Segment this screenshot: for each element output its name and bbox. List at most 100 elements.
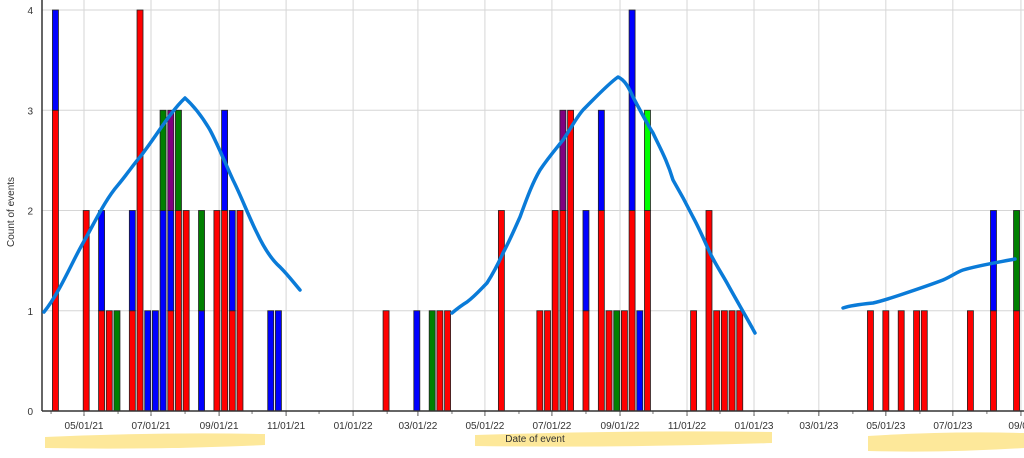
trend-line bbox=[42, 96, 302, 314]
bar-segment-blue bbox=[267, 310, 275, 412]
bar-segment-blue bbox=[159, 210, 167, 412]
bar-2022-07-11 bbox=[559, 109, 567, 412]
bar-2022-08-29 bbox=[613, 310, 621, 412]
bar-segment-red bbox=[736, 310, 744, 412]
bar-segment-green bbox=[113, 310, 121, 412]
bar-2022-11-21 bbox=[705, 210, 713, 412]
bar-segment-red bbox=[544, 310, 551, 412]
bar-2021-07-05 bbox=[151, 310, 159, 412]
axes: 0 1 2 3 4 05/01/21 07/01/21 09/01/21 11/01/21 01/… bbox=[27, 0, 1024, 432]
bar-2021-10-25 bbox=[275, 310, 282, 412]
bar-2022-09-12 bbox=[628, 9, 636, 412]
bar-2022-08-01 bbox=[582, 210, 590, 412]
bar-2023-04-17 bbox=[867, 310, 874, 412]
bar-segment-blue bbox=[636, 310, 644, 412]
bar-segment-red bbox=[720, 310, 728, 412]
bar-2023-06-05 bbox=[920, 310, 928, 412]
bar-segment-green bbox=[613, 310, 621, 412]
bar-2022-01-31 bbox=[382, 310, 390, 412]
bars bbox=[52, 9, 1020, 412]
bar-2022-09-19 bbox=[636, 310, 644, 412]
x-tick-label: 09/01 bbox=[1008, 421, 1024, 432]
bar-2021-08-02 bbox=[182, 210, 190, 412]
x-tick-label: 11/01/21 bbox=[267, 421, 306, 432]
bar-segment-red bbox=[713, 310, 721, 412]
bar-2022-11-28 bbox=[713, 310, 721, 412]
bar-2022-07-04 bbox=[551, 210, 559, 412]
bar-2022-03-28 bbox=[444, 310, 451, 412]
highlighter-stroke bbox=[45, 433, 265, 449]
bar-segment-red bbox=[621, 310, 628, 412]
bar-2021-10-18 bbox=[267, 310, 275, 412]
bar-segment-red bbox=[167, 310, 175, 412]
bar-segment-green bbox=[428, 310, 436, 412]
bar-2023-05-01 bbox=[882, 310, 890, 412]
bar-segment-red bbox=[228, 310, 236, 412]
bar-2021-05-31 bbox=[113, 310, 121, 412]
bar-2021-08-16 bbox=[198, 210, 205, 412]
bar-segment-red bbox=[897, 310, 905, 412]
bar-segment-blue bbox=[597, 109, 605, 211]
bar-segment-blue bbox=[128, 210, 136, 312]
bar-2021-09-20 bbox=[236, 210, 244, 412]
bar-segment-red bbox=[497, 210, 505, 412]
x-tick-label: 01/01/22 bbox=[334, 421, 373, 432]
bar-2022-05-16 bbox=[497, 210, 505, 412]
bar-segment-blue bbox=[413, 310, 421, 412]
bar-2021-06-14 bbox=[128, 210, 136, 412]
x-tick-label: 01/01/23 bbox=[735, 421, 774, 432]
trend-line bbox=[841, 257, 1017, 310]
bar-2023-05-29 bbox=[913, 310, 920, 412]
x-tick-label: 11/01/22 bbox=[668, 421, 707, 432]
bar-segment-red bbox=[382, 310, 390, 412]
bar-2022-07-18 bbox=[567, 109, 574, 412]
bar-2022-08-15 bbox=[597, 109, 605, 412]
hand-drawn-trend-lines bbox=[42, 75, 1017, 335]
bar-segment-blue bbox=[151, 310, 159, 412]
bar-segment-red bbox=[913, 310, 920, 412]
highlighter-marks bbox=[45, 431, 1024, 452]
bar-segment-red bbox=[221, 210, 228, 412]
bar-segment-blue bbox=[52, 9, 59, 111]
bar-2022-06-20 bbox=[536, 310, 544, 412]
bar-2022-03-21 bbox=[436, 310, 444, 412]
bar-2022-03-14 bbox=[428, 310, 436, 412]
bar-segment-green bbox=[198, 210, 205, 312]
bar-segment-red bbox=[436, 310, 444, 412]
bar-segment-blue bbox=[582, 210, 590, 312]
bar-segment-red bbox=[597, 210, 605, 412]
bar-2022-08-22 bbox=[605, 310, 613, 412]
x-tick-label: 05/01/23 bbox=[866, 421, 905, 432]
bar-2022-12-12 bbox=[728, 310, 736, 412]
x-tick-label: 03/01/22 bbox=[398, 421, 437, 432]
bar-2022-02-28 bbox=[413, 310, 421, 412]
bar-segment-red bbox=[182, 210, 190, 412]
bar-segment-purple bbox=[167, 109, 175, 211]
bar-2023-08-28 bbox=[1013, 210, 1020, 412]
bar-segment-red bbox=[213, 210, 221, 412]
x-tick-label: 07/01/23 bbox=[933, 421, 972, 432]
bar-2022-11-07 bbox=[690, 310, 698, 412]
bar-segment-red bbox=[98, 310, 105, 412]
trend-line bbox=[450, 75, 757, 335]
bar-2021-08-30 bbox=[213, 210, 221, 412]
x-tick-label: 05/01/21 bbox=[65, 421, 104, 432]
bar-2023-07-17 bbox=[967, 310, 974, 412]
y-axis-label: Count of events bbox=[6, 177, 17, 247]
bar-2022-12-19 bbox=[736, 310, 744, 412]
bar-2022-12-05 bbox=[720, 310, 728, 412]
bar-segment-red bbox=[990, 310, 997, 412]
bar-2021-07-12 bbox=[159, 109, 167, 412]
bar-2023-05-15 bbox=[897, 310, 905, 412]
x-tick-label: 09/01/22 bbox=[601, 421, 640, 432]
bar-segment-red bbox=[1013, 310, 1020, 412]
bar-segment-red bbox=[559, 210, 567, 412]
bar-2021-06-28 bbox=[144, 310, 152, 412]
bar-segment-green bbox=[159, 109, 167, 211]
bar-2021-09-13 bbox=[228, 210, 236, 412]
bar-segment-lime bbox=[644, 109, 651, 211]
bar-segment-red bbox=[567, 109, 574, 412]
x-tick-label: 05/01/22 bbox=[465, 421, 504, 432]
bar-segment-red bbox=[920, 310, 928, 412]
x-tick-label: 07/01/21 bbox=[132, 421, 171, 432]
